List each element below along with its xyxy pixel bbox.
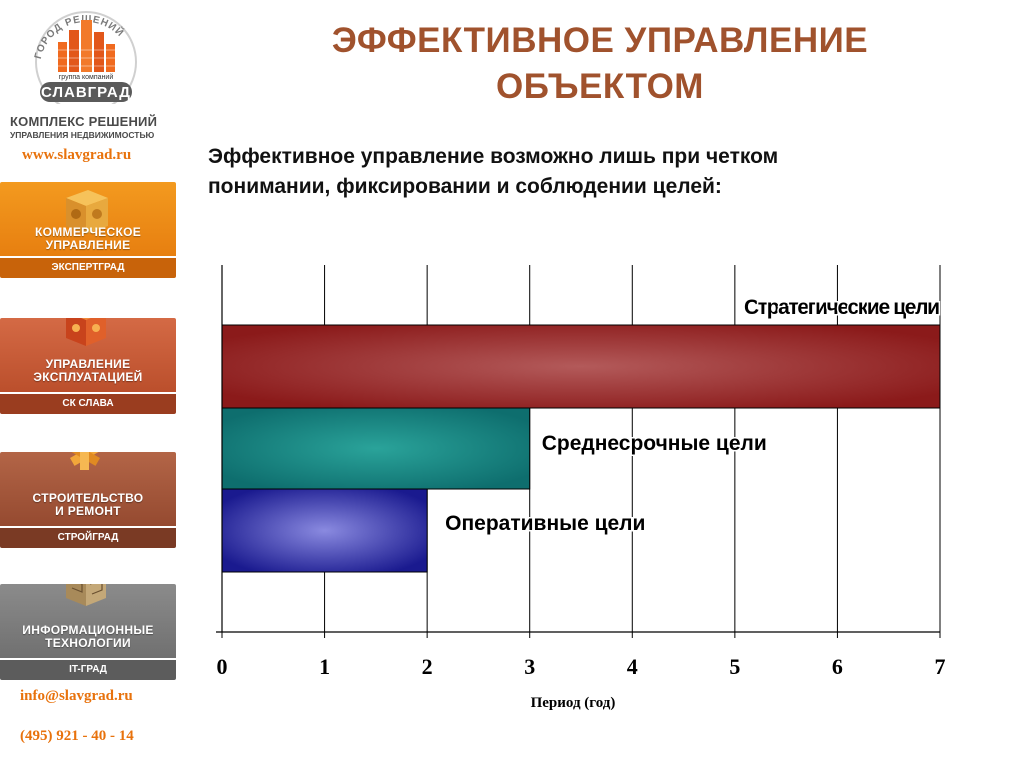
- contact-phone: (495) 921 - 40 - 14: [20, 728, 134, 744]
- nav-construction-repair[interactable]: СТРОИТЕЛЬСТВО И РЕМОНТ СТРОЙГРАД: [0, 452, 176, 548]
- nav-commercial-management[interactable]: КОММЕРЧЕСКОЕ УПРАВЛЕНИЕ ЭКСПЕРТГРАД: [0, 182, 176, 278]
- puzzle-cube-icon: [52, 318, 116, 354]
- page-title: ЭФФЕКТИВНОЕ УПРАВЛЕНИЕ ОБЪЕКТОМ: [250, 18, 950, 110]
- nav-label-line2: ТЕХНОЛОГИИ: [45, 636, 131, 650]
- nav-label-line1: УПРАВЛЕНИЕ: [45, 357, 131, 371]
- nav-operations-management[interactable]: УПРАВЛЕНИЕ ЭКСПЛУАТАЦИЕЙ СК СЛАВА: [0, 318, 176, 414]
- maze-cube-icon: [52, 584, 116, 612]
- slide-subtitle: Эффективное управление возможно лишь при…: [208, 142, 968, 202]
- x-tick-label: 4: [627, 654, 638, 679]
- page-title-line1: ЭФФЕКТИВНОЕ УПРАВЛЕНИЕ: [331, 21, 869, 60]
- bar-3: [221, 488, 428, 573]
- nav-label-line2: УПРАВЛЕНИЕ: [45, 238, 131, 252]
- page-title-line2: ОБЪЕКТОМ: [496, 67, 704, 106]
- site-url-link[interactable]: www.slavgrad.ru: [22, 147, 132, 163]
- logo-name-text: СЛАВГРАД: [41, 84, 131, 101]
- nav-label-line2: И РЕМОНТ: [55, 504, 121, 518]
- x-tick-label: 6: [832, 654, 843, 679]
- nav-label-line1: СТРОИТЕЛЬСТВО: [32, 491, 144, 505]
- nav-label-line2: ЭКСПЛУАТАЦИЕЙ: [33, 370, 143, 384]
- nav-strip: СК СЛАВА: [0, 394, 176, 414]
- subtitle-line2: понимании, фиксировании и соблюдении цел…: [208, 175, 722, 198]
- subtitle-line1: Эффективное управление возможно лишь при…: [208, 145, 779, 168]
- nav-label-line1: ИНФОРМАЦИОННЫЕ: [22, 623, 154, 637]
- wooden-knot-icon: [52, 452, 116, 484]
- sidebar: ГОРОД РЕШЕНИЙ группа компаний СЛАВГРАД К…: [0, 0, 178, 768]
- x-tick-label: 1: [319, 654, 330, 679]
- bar-chart-svg: 0 1 2 3 4 5 6 7 Период (год) Стратегические цели С…: [216, 265, 946, 711]
- building-logo-icon: ГОРОД РЕШЕНИЙ группа компаний СЛАВГРАД: [33, 11, 137, 113]
- nav-strip: ЭКСПЕРТГРАД: [0, 258, 176, 278]
- nav-information-technology[interactable]: ИНФОРМАЦИОННЫЕ ТЕХНОЛОГИИ IT-ГРАД: [0, 584, 176, 680]
- company-title: КОМПЛЕКС РЕШЕНИЙ: [10, 114, 158, 129]
- x-tick-label: 0: [217, 654, 228, 679]
- x-tick-label: 5: [729, 654, 740, 679]
- nav-label-line1: КОММЕРЧЕСКОЕ: [34, 225, 142, 239]
- x-tick-label: 2: [422, 654, 433, 679]
- company-subtitle: УПРАВЛЕНИЯ НЕДВИЖИМОСТЬЮ: [10, 130, 155, 140]
- bar-label-3: Оперативные цели: [445, 512, 645, 535]
- bar-1: [221, 324, 941, 409]
- x-tick-label: 7: [935, 654, 946, 679]
- company-logo[interactable]: ГОРОД РЕШЕНИЙ группа компаний СЛАВГРАД: [22, 4, 150, 113]
- nav-strip: IT-ГРАД: [0, 660, 176, 680]
- goals-period-chart: 0 1 2 3 4 5 6 7 Период (год) Стратегические цели С…: [200, 250, 980, 730]
- wooden-cube-icon: [52, 186, 116, 242]
- bar-2: [221, 407, 531, 490]
- x-axis-label: Период (год): [531, 695, 616, 711]
- x-tick-label: 3: [524, 654, 535, 679]
- contact-email-link[interactable]: info@slavgrad.ru: [20, 688, 133, 704]
- bar-label-1: Стратегические цели: [744, 296, 940, 319]
- nav-strip: СТРОЙГРАД: [0, 528, 176, 548]
- logo-group-text: группа компаний: [59, 73, 114, 81]
- bar-label-2: Среднесрочные цели: [542, 432, 767, 455]
